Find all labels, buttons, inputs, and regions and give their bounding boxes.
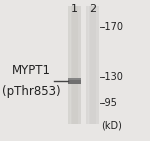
Text: -130: -130 (101, 72, 123, 82)
Text: (kD): (kD) (101, 121, 122, 130)
Bar (68, 6, 81, 124)
Text: MYPT1: MYPT1 (12, 64, 51, 77)
Bar (78, 6, 81, 124)
Text: 2: 2 (89, 4, 96, 14)
Text: (pThr853): (pThr853) (2, 85, 61, 98)
Bar (68, 78, 81, 80)
Text: -95: -95 (101, 98, 117, 108)
Bar (96, 6, 99, 124)
Text: 1: 1 (71, 4, 78, 14)
Bar (70, 6, 72, 124)
Bar (86, 6, 88, 124)
Bar (68, 78, 81, 84)
Text: -170: -170 (101, 22, 123, 32)
Bar (88, 6, 90, 124)
Bar (68, 6, 70, 124)
Bar (86, 6, 99, 124)
